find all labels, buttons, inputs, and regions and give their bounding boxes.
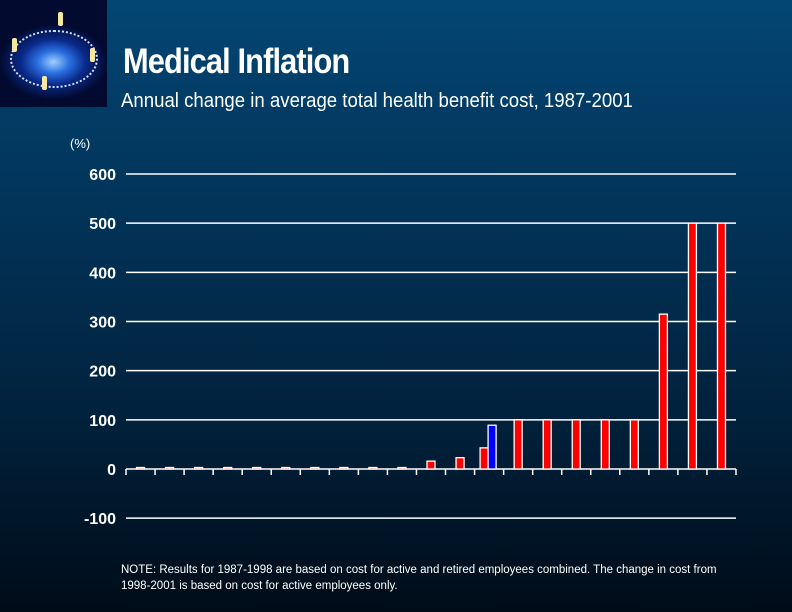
bar xyxy=(193,466,204,470)
logo-compass-image xyxy=(0,0,107,107)
bar xyxy=(426,460,436,470)
bar xyxy=(629,419,639,470)
bar xyxy=(252,466,262,470)
bar xyxy=(542,419,552,470)
bar xyxy=(368,466,378,470)
y-tick-label: -100 xyxy=(84,511,116,528)
y-tick-label: 400 xyxy=(89,265,116,282)
y-tick-label: 200 xyxy=(89,364,116,381)
bar xyxy=(223,466,233,470)
bar xyxy=(600,419,610,470)
y-tick-label: 600 xyxy=(89,167,116,184)
y-tick-label: 100 xyxy=(89,413,116,430)
bar xyxy=(397,466,407,470)
footnote: NOTE: Results for 1987-1998 are based on… xyxy=(121,564,717,592)
chart-title: Medical Inflation xyxy=(123,42,350,81)
y-axis-label: (%) xyxy=(70,136,91,151)
bar xyxy=(339,466,349,470)
bar xyxy=(571,419,581,470)
bar xyxy=(716,222,727,470)
chart-subtitle: Annual change in average total health be… xyxy=(121,90,633,112)
bar xyxy=(455,457,465,470)
bar xyxy=(164,466,175,470)
y-tick-label: 500 xyxy=(89,216,116,233)
bar xyxy=(487,424,497,470)
bar xyxy=(281,466,291,470)
y-tick-label: 0 xyxy=(107,462,116,479)
bar xyxy=(658,313,669,470)
y-tick-label: 300 xyxy=(89,315,116,332)
bar xyxy=(513,419,523,470)
bar xyxy=(479,447,489,470)
bar xyxy=(135,466,146,470)
bar xyxy=(687,222,698,470)
bar xyxy=(310,466,320,470)
